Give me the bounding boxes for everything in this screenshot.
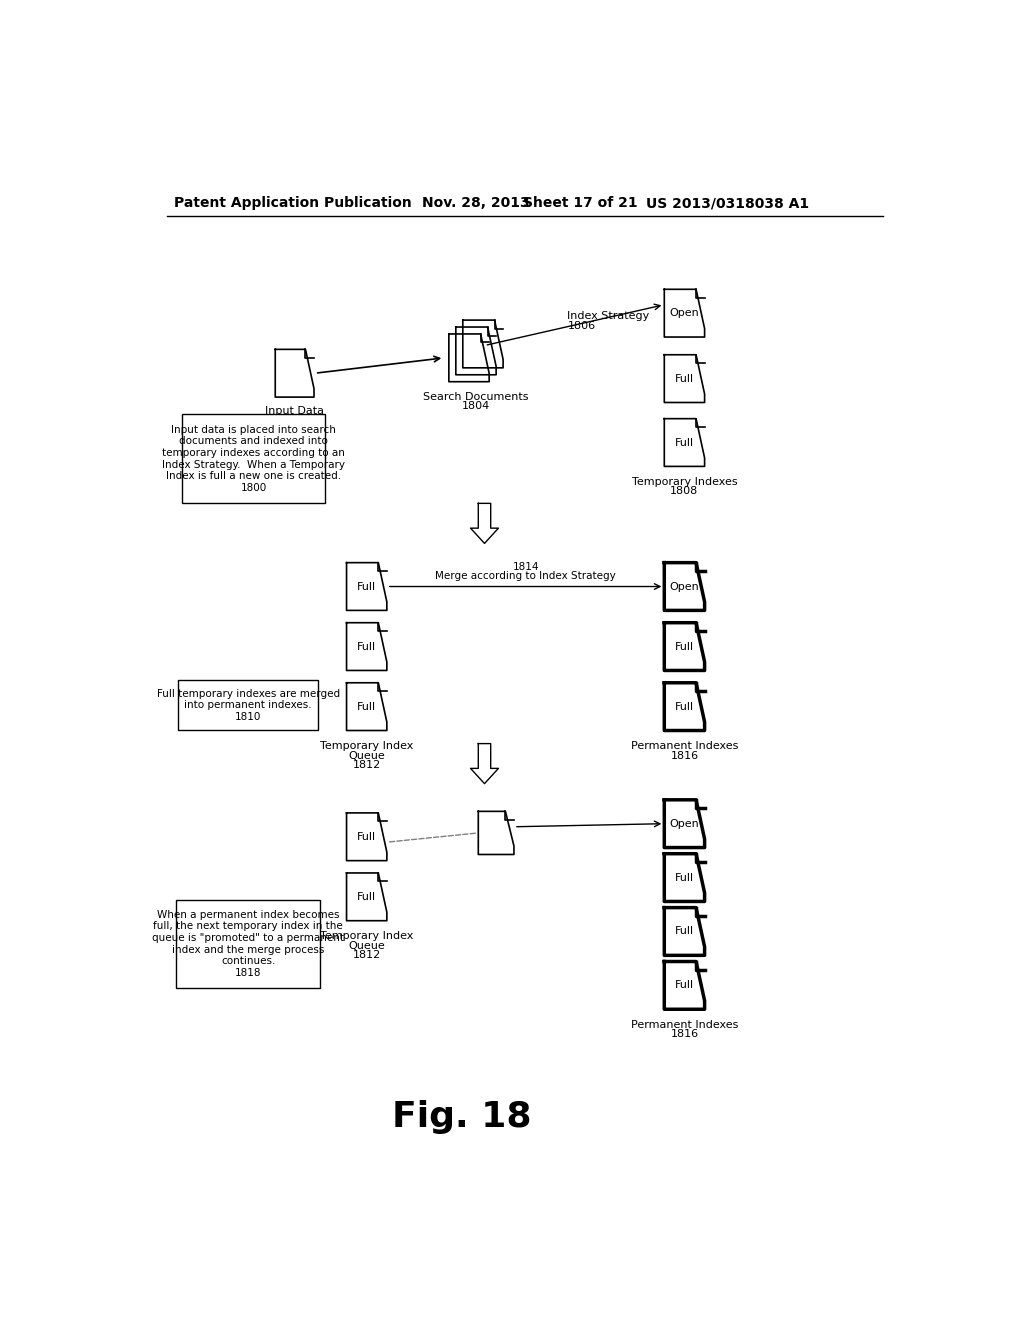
Polygon shape <box>665 682 705 730</box>
Polygon shape <box>665 961 705 1010</box>
Polygon shape <box>346 562 387 610</box>
Polygon shape <box>346 623 387 671</box>
Text: Queue: Queue <box>348 751 385 760</box>
Text: Full: Full <box>675 642 694 652</box>
Bar <box>178 680 317 730</box>
Text: Full: Full <box>675 873 694 883</box>
Polygon shape <box>456 327 496 375</box>
Text: Search Documents: Search Documents <box>423 392 528 401</box>
Polygon shape <box>478 812 514 854</box>
Text: 1808: 1808 <box>671 487 698 496</box>
Text: Full: Full <box>675 437 694 447</box>
Text: 1816: 1816 <box>671 751 698 760</box>
Text: Permanent Indexes: Permanent Indexes <box>631 1020 738 1030</box>
Polygon shape <box>665 562 705 610</box>
Text: When a permanent index becomes
full, the next temporary index in the
queue is "p: When a permanent index becomes full, the… <box>153 909 344 978</box>
Polygon shape <box>346 813 387 861</box>
Bar <box>182 414 326 503</box>
Text: Full: Full <box>675 981 694 990</box>
Text: Open: Open <box>670 582 699 591</box>
Polygon shape <box>665 355 705 403</box>
Text: 1814: 1814 <box>512 561 539 572</box>
Text: 1812: 1812 <box>352 950 381 960</box>
Text: Permanent Indexes: Permanent Indexes <box>631 742 738 751</box>
Text: US 2013/0318038 A1: US 2013/0318038 A1 <box>646 197 809 210</box>
Polygon shape <box>665 623 705 671</box>
Bar <box>176 899 319 989</box>
Text: Full temporary indexes are merged
into permanent indexes.
1810: Full temporary indexes are merged into p… <box>157 689 340 722</box>
Text: Full: Full <box>675 702 694 711</box>
Text: Index Strategy: Index Strategy <box>567 312 649 321</box>
Text: Full: Full <box>357 832 376 842</box>
Text: 1812: 1812 <box>352 760 381 770</box>
Polygon shape <box>346 682 387 730</box>
Polygon shape <box>665 908 705 956</box>
Polygon shape <box>665 289 705 337</box>
Text: Full: Full <box>675 374 694 384</box>
Text: Full: Full <box>357 892 376 902</box>
Text: 1804: 1804 <box>462 401 490 411</box>
Polygon shape <box>665 854 705 902</box>
Polygon shape <box>665 800 705 847</box>
Text: Full: Full <box>357 642 376 652</box>
Text: Input data is placed into search
documents and indexed into
temporary indexes ac: Input data is placed into search documen… <box>162 425 345 492</box>
Text: Queue: Queue <box>348 941 385 950</box>
Text: 1806: 1806 <box>567 321 596 331</box>
Text: Full: Full <box>357 702 376 711</box>
Text: Patent Application Publication: Patent Application Publication <box>174 197 413 210</box>
Text: Sheet 17 of 21: Sheet 17 of 21 <box>523 197 638 210</box>
Polygon shape <box>471 743 499 784</box>
Text: Fig. 18: Fig. 18 <box>391 1100 531 1134</box>
Text: Open: Open <box>670 818 699 829</box>
Text: Full: Full <box>675 927 694 936</box>
Text: Full: Full <box>357 582 376 591</box>
Text: Input Data: Input Data <box>265 407 325 416</box>
Text: 1816: 1816 <box>671 1030 698 1039</box>
Text: Temporary Indexes: Temporary Indexes <box>632 478 737 487</box>
Polygon shape <box>471 503 499 544</box>
Text: Merge according to Index Strategy: Merge according to Index Strategy <box>435 570 616 581</box>
Polygon shape <box>665 418 705 466</box>
Polygon shape <box>449 334 489 381</box>
Text: Temporary Index: Temporary Index <box>321 742 414 751</box>
Text: Nov. 28, 2013: Nov. 28, 2013 <box>423 197 530 210</box>
Text: 1802: 1802 <box>281 416 309 425</box>
Polygon shape <box>463 321 503 368</box>
Polygon shape <box>275 350 314 397</box>
Polygon shape <box>346 873 387 921</box>
Text: Temporary Index: Temporary Index <box>321 932 414 941</box>
Text: Open: Open <box>670 308 699 318</box>
